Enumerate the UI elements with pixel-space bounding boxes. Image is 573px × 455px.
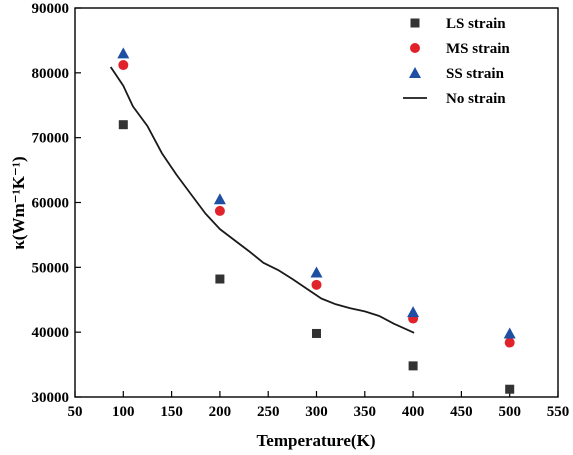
y-tick-label: 80000: [32, 66, 70, 82]
x-tick-label: 350: [354, 404, 377, 420]
legend-label: MS strain: [446, 41, 510, 57]
legend-marker: [410, 18, 420, 28]
x-tick-label: 50: [68, 404, 83, 420]
legend-label: No strain: [446, 91, 506, 107]
legend-label: SS strain: [446, 66, 505, 82]
x-tick-label: 150: [160, 404, 183, 420]
x-tick-label: 450: [450, 404, 473, 420]
data-point: [312, 328, 321, 338]
data-point: [503, 327, 516, 339]
data-point: [213, 193, 226, 205]
data-point: [310, 266, 323, 278]
series-ss-strain: [117, 47, 516, 339]
data-point: [311, 279, 322, 290]
y-tick-label: 90000: [32, 1, 70, 17]
x-tick-label: 400: [402, 404, 425, 420]
legend-marker: [409, 67, 421, 78]
data-point: [504, 337, 515, 348]
x-tick-label: 200: [209, 404, 232, 420]
x-axis-title: Temperature(K): [257, 431, 376, 450]
x-axis-ticks: 50 100 150 200 250 300 350 400 450 500 550: [68, 391, 570, 420]
y-axis-title: κ(Wm⁻¹K⁻¹): [9, 156, 28, 249]
x-tick-label: 550: [547, 404, 570, 420]
series-ls-strain: [118, 120, 515, 394]
legend-item: No strain: [403, 91, 506, 107]
legend-item: LS strain: [410, 16, 506, 32]
data-point: [118, 60, 129, 71]
y-tick-label: 70000: [32, 131, 70, 147]
data-point: [117, 47, 130, 59]
x-tick-label: 250: [257, 404, 280, 420]
x-tick-label: 300: [305, 404, 328, 420]
legend-item: MS strain: [410, 41, 510, 57]
data-point: [215, 274, 225, 284]
y-tick-label: 50000: [32, 260, 70, 276]
y-tick-label: 40000: [32, 325, 70, 341]
data-point: [408, 361, 418, 371]
legend-item: SS strain: [409, 66, 505, 82]
legend: LS strain MS strain SS strain No strain: [403, 16, 510, 107]
legend-label: LS strain: [446, 16, 506, 32]
x-tick-label: 100: [112, 404, 135, 420]
y-tick-label: 30000: [32, 390, 70, 406]
data-point: [118, 120, 128, 130]
series-line: [109, 66, 415, 334]
x-tick-label: 500: [498, 404, 521, 420]
plot-series: [109, 47, 516, 394]
data-point: [505, 384, 515, 394]
data-point: [214, 205, 225, 216]
y-tick-label: 60000: [32, 196, 70, 212]
series-no-strain: [109, 66, 415, 334]
legend-marker: [410, 43, 420, 53]
y-axis-ticks: 30000 40000 50000 60000 70000 80000 90000: [32, 1, 81, 406]
data-point: [407, 306, 420, 318]
